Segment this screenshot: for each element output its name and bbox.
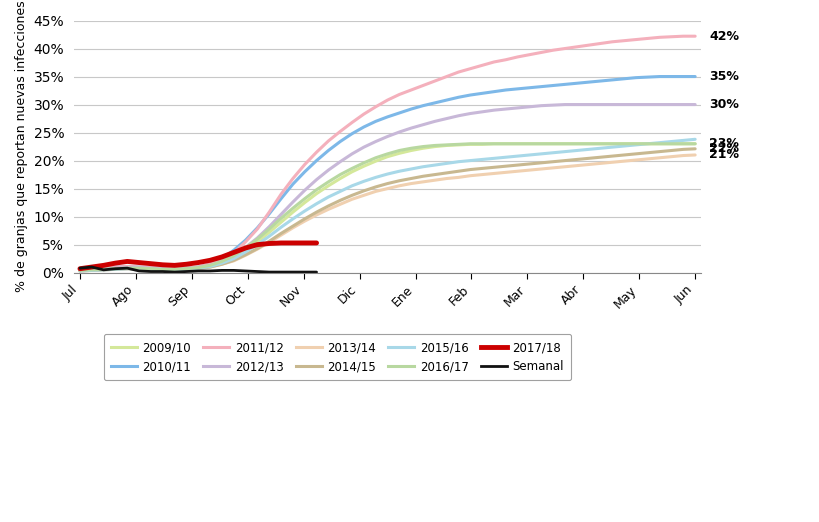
- Text: 23%: 23%: [708, 137, 739, 150]
- Legend: 2009/10, 2010/11, 2011/12, 2012/13, 2013/14, 2014/15, 2015/16, 2016/17, 2017/18,: 2009/10, 2010/11, 2011/12, 2012/13, 2013…: [103, 334, 571, 380]
- Text: 22%: 22%: [708, 143, 739, 156]
- Text: 42%: 42%: [708, 30, 739, 43]
- Text: 21%: 21%: [708, 148, 739, 161]
- Y-axis label: % de granjas que reportan nuevas infecciones: % de granjas que reportan nuevas infecci…: [15, 1, 28, 292]
- Text: 30%: 30%: [708, 98, 739, 111]
- Text: 35%: 35%: [708, 70, 739, 83]
